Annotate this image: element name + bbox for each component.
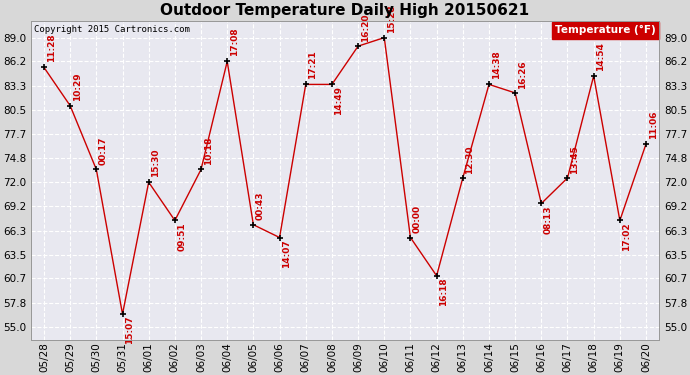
Text: 15:28: 15:28 (387, 4, 396, 33)
Text: 16:18: 16:18 (440, 278, 449, 306)
Text: 11:06: 11:06 (649, 110, 658, 139)
Text: 14:49: 14:49 (335, 86, 344, 115)
Text: 15:07: 15:07 (125, 316, 134, 344)
Text: 16:20: 16:20 (361, 13, 370, 42)
Text: 17:08: 17:08 (230, 28, 239, 56)
Text: 14:54: 14:54 (596, 42, 605, 71)
Text: 00:00: 00:00 (413, 205, 422, 233)
Text: 09:51: 09:51 (177, 222, 186, 251)
Text: Temperature (°F): Temperature (°F) (555, 26, 656, 36)
Text: 00:43: 00:43 (256, 192, 265, 220)
Text: 10:18: 10:18 (204, 137, 213, 165)
Title: Outdoor Temperature Daily High 20150621: Outdoor Temperature Daily High 20150621 (161, 3, 529, 18)
Text: 17:02: 17:02 (622, 222, 631, 251)
Text: Copyright 2015 Cartronics.com: Copyright 2015 Cartronics.com (34, 26, 190, 34)
Text: 13:45: 13:45 (570, 145, 579, 174)
Text: 00:17: 00:17 (99, 137, 108, 165)
Text: 08:13: 08:13 (544, 205, 553, 234)
Text: 14:38: 14:38 (491, 51, 500, 79)
Text: 16:26: 16:26 (518, 60, 526, 88)
Text: 11:28: 11:28 (47, 34, 56, 62)
Text: 10:29: 10:29 (72, 73, 82, 101)
Text: 12:30: 12:30 (466, 145, 475, 174)
Text: 17:21: 17:21 (308, 51, 317, 79)
Text: 15:30: 15:30 (151, 148, 160, 177)
Text: 14:07: 14:07 (282, 239, 291, 268)
